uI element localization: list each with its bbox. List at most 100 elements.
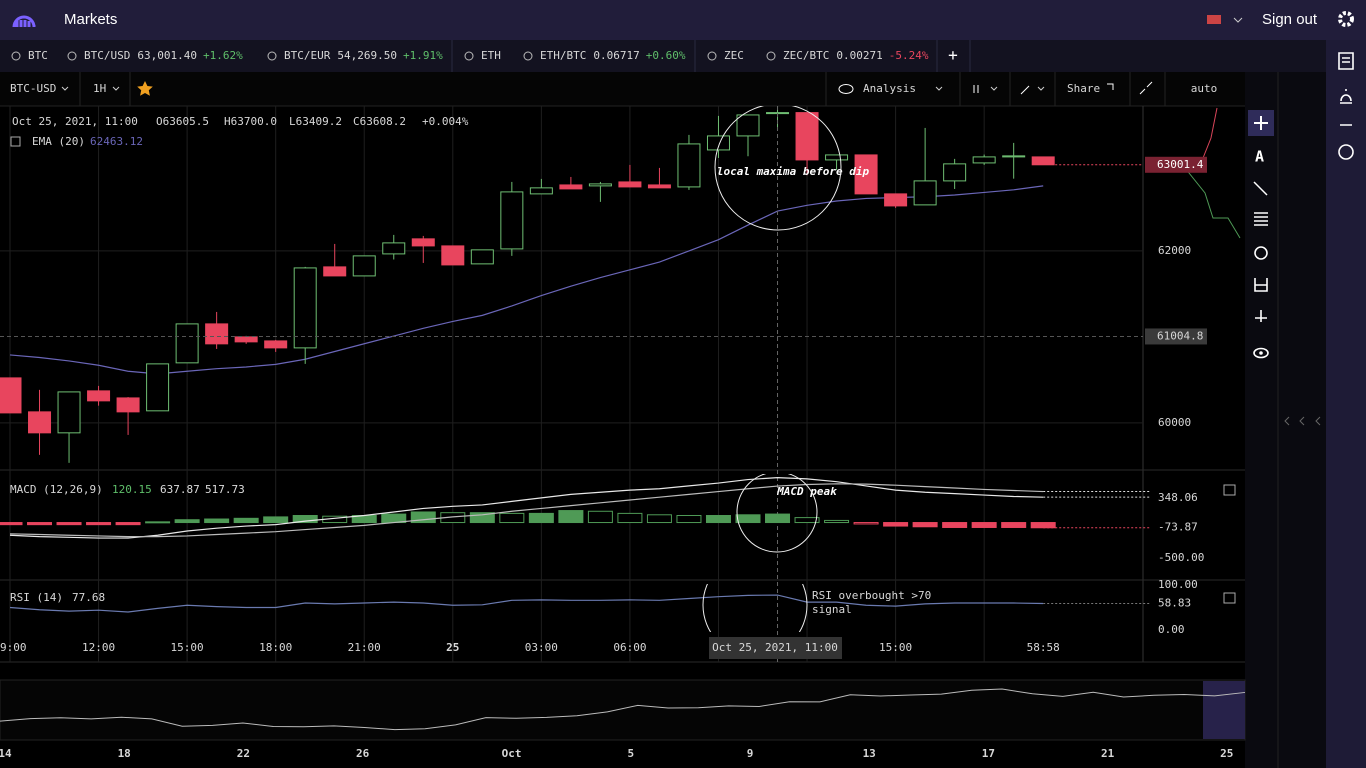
indicator-name: RSI (14) <box>10 591 63 604</box>
macd-bar <box>765 513 791 524</box>
close-panel[interactable] <box>1223 484 1236 496</box>
ticker-label[interactable]: BTC <box>28 49 48 62</box>
ticker-icon <box>766 51 776 61</box>
macd-bar <box>528 512 554 524</box>
indicator-value: 637.87 <box>160 483 200 496</box>
macd-bar <box>145 521 171 524</box>
macd-line <box>9 477 1044 539</box>
settings-icon[interactable] <box>1338 11 1354 27</box>
nav-markets[interactable]: Markets <box>64 11 117 28</box>
indicator-value: 77.68 <box>72 591 105 604</box>
add-tab[interactable]: + <box>948 46 958 65</box>
candle-body <box>913 180 937 206</box>
annotation: RSI overbought >70 signal <box>812 589 931 616</box>
macd-bar <box>0 522 23 526</box>
ticker-label[interactable]: ZEC <box>724 49 744 62</box>
draw-tools[interactable] <box>1253 181 1268 226</box>
ticker-icon <box>267 51 277 61</box>
candle-body <box>470 249 494 265</box>
ticker-price: 0.00271 <box>836 49 882 62</box>
chevrons <box>61 86 1045 91</box>
crosshair-time: Oct 25, 2021, 11:00 <box>712 641 838 654</box>
ticker-icon <box>67 51 77 61</box>
eye-tool[interactable] <box>1253 347 1269 359</box>
measure-tools[interactable] <box>1254 278 1268 322</box>
ticker-change: -5.24% <box>889 49 929 62</box>
logo[interactable] <box>12 15 36 28</box>
sign-out[interactable]: Sign out <box>1262 11 1318 28</box>
candle-body <box>352 255 376 277</box>
y-tick-label: -73.87 <box>1158 521 1198 534</box>
candle-body <box>28 411 52 434</box>
ohlc-date: Oct 25, 2021, 11:00 <box>12 115 138 128</box>
circle-tool[interactable] <box>1254 246 1268 260</box>
macd-bar <box>233 517 259 524</box>
ticker-label[interactable]: ETH/BTC <box>540 49 586 62</box>
collapse-icon[interactable] <box>10 136 21 147</box>
ohlc-value: L63409.2 <box>289 115 342 128</box>
navigator-label: 22 <box>237 747 250 760</box>
annotation-circle <box>702 584 808 632</box>
ticker-label[interactable]: BTC/USD <box>84 49 130 62</box>
navigator[interactable] <box>0 679 1246 741</box>
macd-bar <box>174 519 200 524</box>
candle-body <box>87 390 111 402</box>
candle-body <box>146 363 170 412</box>
sidebar-icon[interactable] <box>1338 144 1354 160</box>
candle-body <box>293 267 317 349</box>
ohlc-value: O63605.5 <box>156 115 209 128</box>
collapse-arrows[interactable] <box>1284 416 1321 426</box>
x-tick-label: 09:00 <box>0 641 27 654</box>
macd-bar <box>617 512 643 524</box>
ticker-icon <box>464 51 474 61</box>
last-price-tag <box>1145 156 1207 173</box>
y-tick-label: -500.00 <box>1158 551 1204 564</box>
macd-bar <box>56 522 82 526</box>
y-tick-label: 62000 <box>1158 244 1191 257</box>
interval-select[interactable]: 1H <box>93 82 106 95</box>
ticker-bar <box>0 40 1326 72</box>
x-tick-label: 15:00 <box>879 641 912 654</box>
ohlc-value: C63608.2 <box>353 115 406 128</box>
x-tick-label: 18:00 <box>259 641 292 654</box>
y-tick-label: 348.06 <box>1158 491 1198 504</box>
toolbar-icons[interactable] <box>973 81 1153 95</box>
macd-bar <box>410 511 436 524</box>
indicator-name: MACD (12,26,9) <box>10 483 103 496</box>
navigator-label: 25 <box>1220 747 1233 760</box>
candle-body <box>677 143 701 188</box>
sidebar-icons[interactable] <box>1338 52 1354 126</box>
indicator-value: 120.15 <box>112 483 152 496</box>
ticker-change: +1.62% <box>203 49 243 62</box>
eye-icon[interactable] <box>838 84 854 94</box>
candle-body <box>943 163 967 182</box>
ticker-label[interactable]: BTC/EUR <box>284 49 331 62</box>
y-tick-label: 60000 <box>1158 416 1191 429</box>
ticker-change: +1.91% <box>403 49 443 62</box>
indicator-value: 517.73 <box>205 483 245 496</box>
close-panel[interactable] <box>1223 592 1236 604</box>
star[interactable] <box>137 81 153 96</box>
flag-icon[interactable] <box>1207 15 1221 24</box>
text-tool[interactable]: A <box>1255 148 1264 166</box>
analysis-button[interactable]: Analysis <box>863 82 916 95</box>
navigator-window[interactable] <box>1203 681 1245 739</box>
y-tick-label: 100.00 <box>1158 578 1198 591</box>
scale-button[interactable]: auto <box>1191 82 1218 95</box>
ticker-icon <box>11 51 21 61</box>
ticker-label[interactable]: ZEC/BTC <box>783 49 829 62</box>
macd-bar <box>499 512 525 524</box>
navigator-label: 26 <box>356 747 370 760</box>
candle-body <box>1002 155 1026 158</box>
pair-select[interactable]: BTC-USD <box>10 82 56 95</box>
ticker-label[interactable]: ETH <box>481 49 501 62</box>
macd-bar <box>292 514 318 524</box>
chevron[interactable] <box>1233 17 1243 23</box>
macd-bar <box>794 517 820 524</box>
ticker-icon <box>523 51 533 61</box>
top-bar <box>0 0 1366 40</box>
indicator-value: 62463.12 <box>90 135 143 148</box>
macd-bar <box>912 522 938 528</box>
share-button[interactable]: Share <box>1067 82 1100 95</box>
